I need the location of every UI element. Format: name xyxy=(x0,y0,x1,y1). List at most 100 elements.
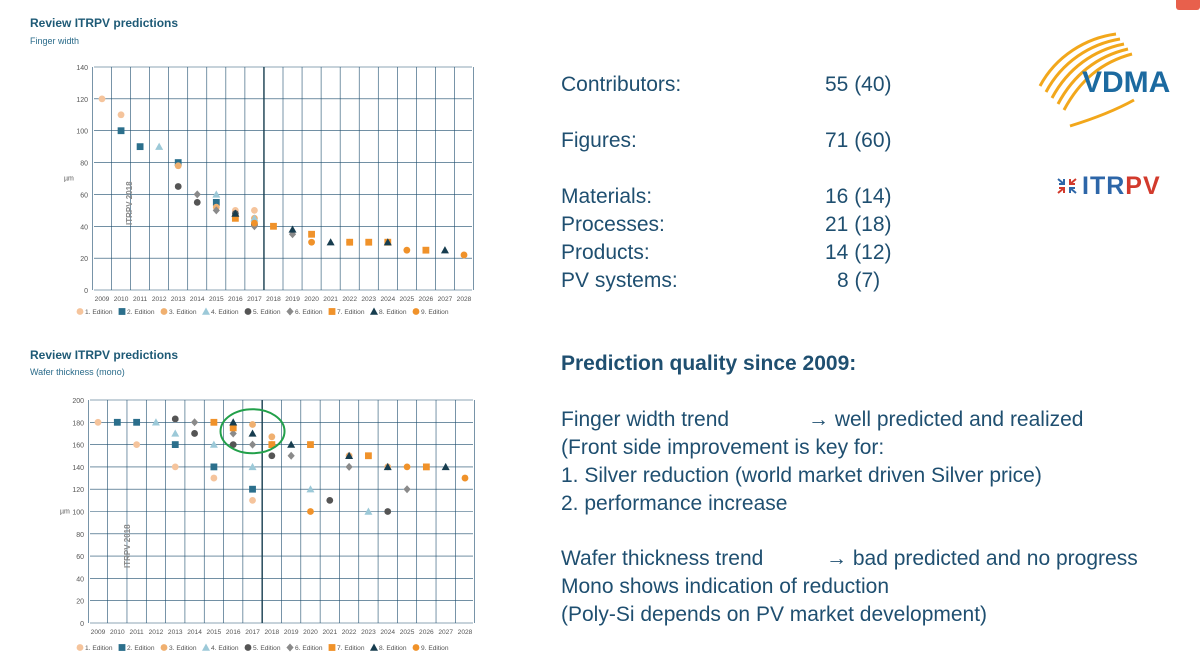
data-point xyxy=(249,421,256,428)
stat-value-pv-systems: 8 (7) xyxy=(837,269,881,292)
x-tick-label: 2022 xyxy=(342,629,357,636)
x-tick-label: 2018 xyxy=(266,296,281,303)
bottom-chart-subtitle: Wafer thickness (mono) xyxy=(30,367,125,377)
bottom-chart-title: Review ITRPV predictions xyxy=(30,348,179,362)
data-point xyxy=(422,246,430,254)
legend-marker xyxy=(412,308,420,315)
legend-marker xyxy=(370,307,378,315)
y-tick-label: 0 xyxy=(84,288,88,295)
legend-marker xyxy=(370,643,378,651)
x-tick-label: 2027 xyxy=(438,296,453,303)
data-point xyxy=(190,418,199,427)
y-tick-label: 140 xyxy=(72,465,84,472)
data-point xyxy=(210,474,218,482)
stat-value-figures: 71 (60) xyxy=(825,129,892,152)
data-point xyxy=(155,142,164,150)
data-point xyxy=(212,206,220,215)
x-tick-label: 2014 xyxy=(187,629,202,636)
legend-entry: 7. Edition xyxy=(337,645,365,652)
data-point xyxy=(270,222,277,230)
legend-marker xyxy=(160,644,168,651)
legend-marker xyxy=(412,644,420,651)
data-point xyxy=(229,441,237,448)
data-point xyxy=(403,463,411,471)
legend-entry: 2. Edition xyxy=(127,645,155,652)
x-tick-label: 2009 xyxy=(91,629,106,636)
data-point xyxy=(193,190,201,199)
legend-entry: 8. Edition xyxy=(379,645,407,652)
stat-label-contributors: Contributors: xyxy=(561,73,682,96)
x-tick-label: 2026 xyxy=(419,296,434,303)
x-tick-label: 2024 xyxy=(380,296,395,303)
legend-entry: 6. Edition xyxy=(295,645,323,652)
data-point xyxy=(209,440,218,448)
data-point xyxy=(383,462,392,471)
x-tick-label: 2020 xyxy=(303,629,318,636)
data-point xyxy=(248,440,257,449)
stat-label-pv-systems: PV systems: xyxy=(561,269,678,292)
data-point xyxy=(210,418,218,426)
x-tick-label: 2028 xyxy=(457,296,472,303)
legend-marker xyxy=(202,643,210,651)
data-point xyxy=(113,418,121,426)
legend-marker xyxy=(202,307,210,315)
legend-entry: 8. Edition xyxy=(379,309,407,316)
data-point xyxy=(345,462,353,471)
stat-value-materials: 16 (14) xyxy=(825,185,892,208)
data-point xyxy=(308,230,315,238)
data-point xyxy=(136,143,144,151)
x-tick-label: 2015 xyxy=(207,629,222,636)
data-point xyxy=(231,214,239,222)
y-tick-label: 40 xyxy=(76,576,84,583)
x-tick-label: 2010 xyxy=(110,629,125,636)
x-tick-label: 2021 xyxy=(323,296,338,303)
legend-marker xyxy=(160,308,168,315)
stat-value-processes: 21 (18) xyxy=(825,213,892,236)
legend-entry: 4. Edition xyxy=(211,309,239,316)
stat-label-figures: Figures: xyxy=(561,129,637,152)
data-point xyxy=(248,462,257,471)
wafer-trend-label: Wafer thickness trend xyxy=(561,547,764,570)
x-tick-label: 2013 xyxy=(171,296,186,303)
data-point xyxy=(231,209,240,217)
itrpv-logo-itr: ITR xyxy=(1082,172,1126,200)
x-tick-label: 2022 xyxy=(342,296,357,303)
data-point xyxy=(171,463,179,471)
wafer-thickness-chart: 0 20 40 60 80 100 120 140 160 180 200 2009 2010 2011 2… xyxy=(60,398,475,652)
chart-watermark: ITRPV 2018 xyxy=(125,181,134,225)
x-tick-label: 2014 xyxy=(190,296,205,303)
data-point xyxy=(117,111,125,119)
x-tick-label: 2012 xyxy=(149,629,164,636)
y-tick-label: 40 xyxy=(80,224,88,231)
y-tick-label: 80 xyxy=(76,532,84,539)
y-tick-label: 20 xyxy=(76,599,84,606)
x-tick-label: 2016 xyxy=(226,629,241,636)
itrpv-arrows-icon xyxy=(1057,178,1077,194)
legend-marker xyxy=(118,308,126,315)
y-tick-label: 0 xyxy=(80,621,84,628)
legend-entry: 4. Edition xyxy=(211,645,239,652)
y-tick-label: 80 xyxy=(80,161,88,168)
data-point xyxy=(249,485,256,493)
chart-watermark: ITRPV 2018 xyxy=(123,524,132,568)
x-tick-label: 2020 xyxy=(304,296,319,303)
x-tick-label: 2024 xyxy=(380,629,395,636)
data-point xyxy=(346,238,354,246)
data-point xyxy=(307,441,314,448)
data-point xyxy=(229,424,237,432)
data-point xyxy=(326,496,334,504)
x-tick-label: 2016 xyxy=(228,296,243,303)
data-point xyxy=(345,451,354,459)
legend-marker xyxy=(118,644,126,651)
x-tick-label: 2021 xyxy=(322,629,337,636)
y-tick-label: 60 xyxy=(76,554,84,561)
legend-marker xyxy=(76,644,84,651)
stat-value-products: 14 (12) xyxy=(825,241,892,264)
data-point xyxy=(307,508,314,515)
wafer-line-2: (Poly-Si depends on PV market developmen… xyxy=(561,603,988,626)
stat-label-processes: Processes: xyxy=(561,213,665,236)
data-point xyxy=(210,463,218,471)
y-tick-label: 120 xyxy=(72,487,84,494)
legend-marker xyxy=(286,643,294,652)
y-tick-label: 60 xyxy=(80,192,88,199)
